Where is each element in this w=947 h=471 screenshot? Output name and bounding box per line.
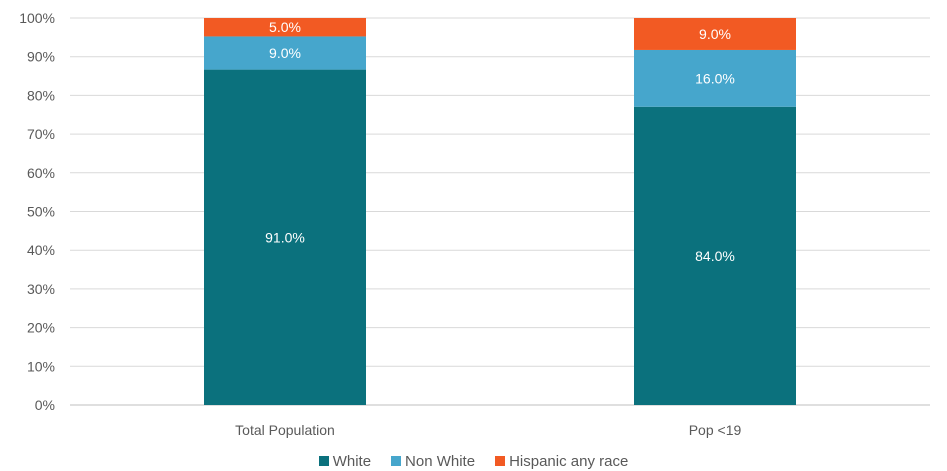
legend-label: White (332, 452, 372, 470)
legend-swatch (391, 456, 402, 466)
data-label: 9.0% (269, 45, 301, 61)
y-tick-label: 0% (35, 397, 55, 413)
y-tick-label: 60% (27, 165, 55, 181)
legend-label: Non White (405, 452, 476, 470)
legend-item: Hispanic any race (495, 453, 628, 470)
data-label: 5.0% (269, 19, 301, 35)
y-tick-label: 90% (27, 49, 55, 65)
y-tick-label: 20% (27, 320, 55, 336)
legend-item: Non White (391, 453, 475, 470)
legend-item: White (318, 452, 372, 470)
bar-segment-non-white (634, 49, 796, 107)
bar-segment-hispanic-any-race (204, 18, 366, 37)
y-tick-label: 40% (27, 242, 55, 258)
data-label: 91.0% (265, 229, 305, 245)
legend-label: Hispanic any race (509, 452, 629, 470)
y-tick-label: 70% (27, 126, 55, 142)
category-label: Pop <19 (689, 422, 742, 438)
y-tick-label: 100% (19, 10, 55, 26)
data-label: 9.0% (699, 26, 731, 42)
legend-swatch (318, 456, 329, 466)
y-tick-label: 80% (27, 87, 55, 103)
y-tick-label: 30% (27, 281, 55, 297)
y-tick-label: 10% (27, 358, 55, 374)
bar-segment-white (204, 69, 366, 405)
bar-segment-hispanic-any-race (634, 18, 796, 50)
data-label: 16.0% (695, 70, 735, 86)
legend-swatch (495, 456, 506, 466)
data-label: 84.0% (695, 248, 735, 264)
y-tick-label: 50% (27, 204, 55, 220)
legend: White Non White Hispanic any race (0, 451, 947, 471)
stacked-bar-chart: 0% 10% 20% 30% 40% 50% 60% 70% 80% 90% 100% 91.0% 9.… (19, 10, 930, 438)
bar-segment-non-white (204, 36, 366, 70)
category-label: Total Population (235, 422, 335, 438)
bar-segment-white (634, 106, 796, 405)
